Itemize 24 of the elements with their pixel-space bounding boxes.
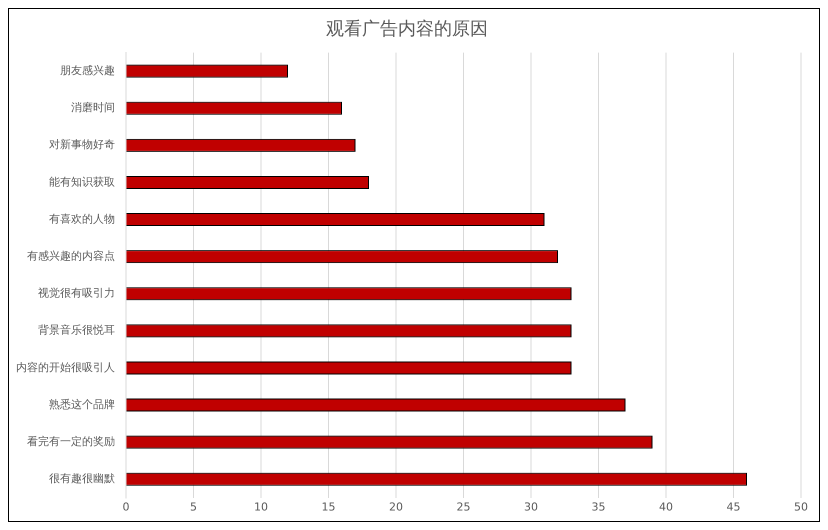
x-tick-label: 5 [190,500,197,514]
y-tick-label: 有感兴趣的内容点 [27,250,115,263]
x-tick-label: 25 [456,500,470,514]
x-tick-label: 40 [659,500,673,514]
y-tick-label: 消磨时间 [71,101,115,114]
y-tick-label: 朋友感兴趣 [60,64,115,78]
x-tick-label: 30 [524,500,538,514]
y-tick-label: 熟悉这个品牌 [49,398,115,411]
x-tick-label: 10 [254,500,268,514]
y-tick-label: 能有知识获取 [49,175,115,188]
chart-title: 观看广告内容的原因 [326,18,488,40]
x-tick-label: 15 [322,500,336,514]
x-tick-label: 0 [122,500,130,514]
x-tick-label: 35 [592,500,606,514]
y-tick-label: 很有趣很幽默 [49,472,115,486]
x-tick-label: 50 [794,500,808,514]
y-tick-label: 视觉很有吸引力 [38,286,115,300]
y-tick-label: 看完有一定的奖励 [27,435,115,448]
y-tick-label: 内容的开始很吸引人 [16,360,115,374]
x-tick-label: 20 [389,500,403,514]
y-tick-label: 有喜欢的人物 [49,212,115,226]
x-tick-label: 45 [726,500,740,514]
y-tick-label: 对新事物好奇 [49,138,115,152]
y-tick-label: 背景音乐很悦耳 [38,324,115,337]
